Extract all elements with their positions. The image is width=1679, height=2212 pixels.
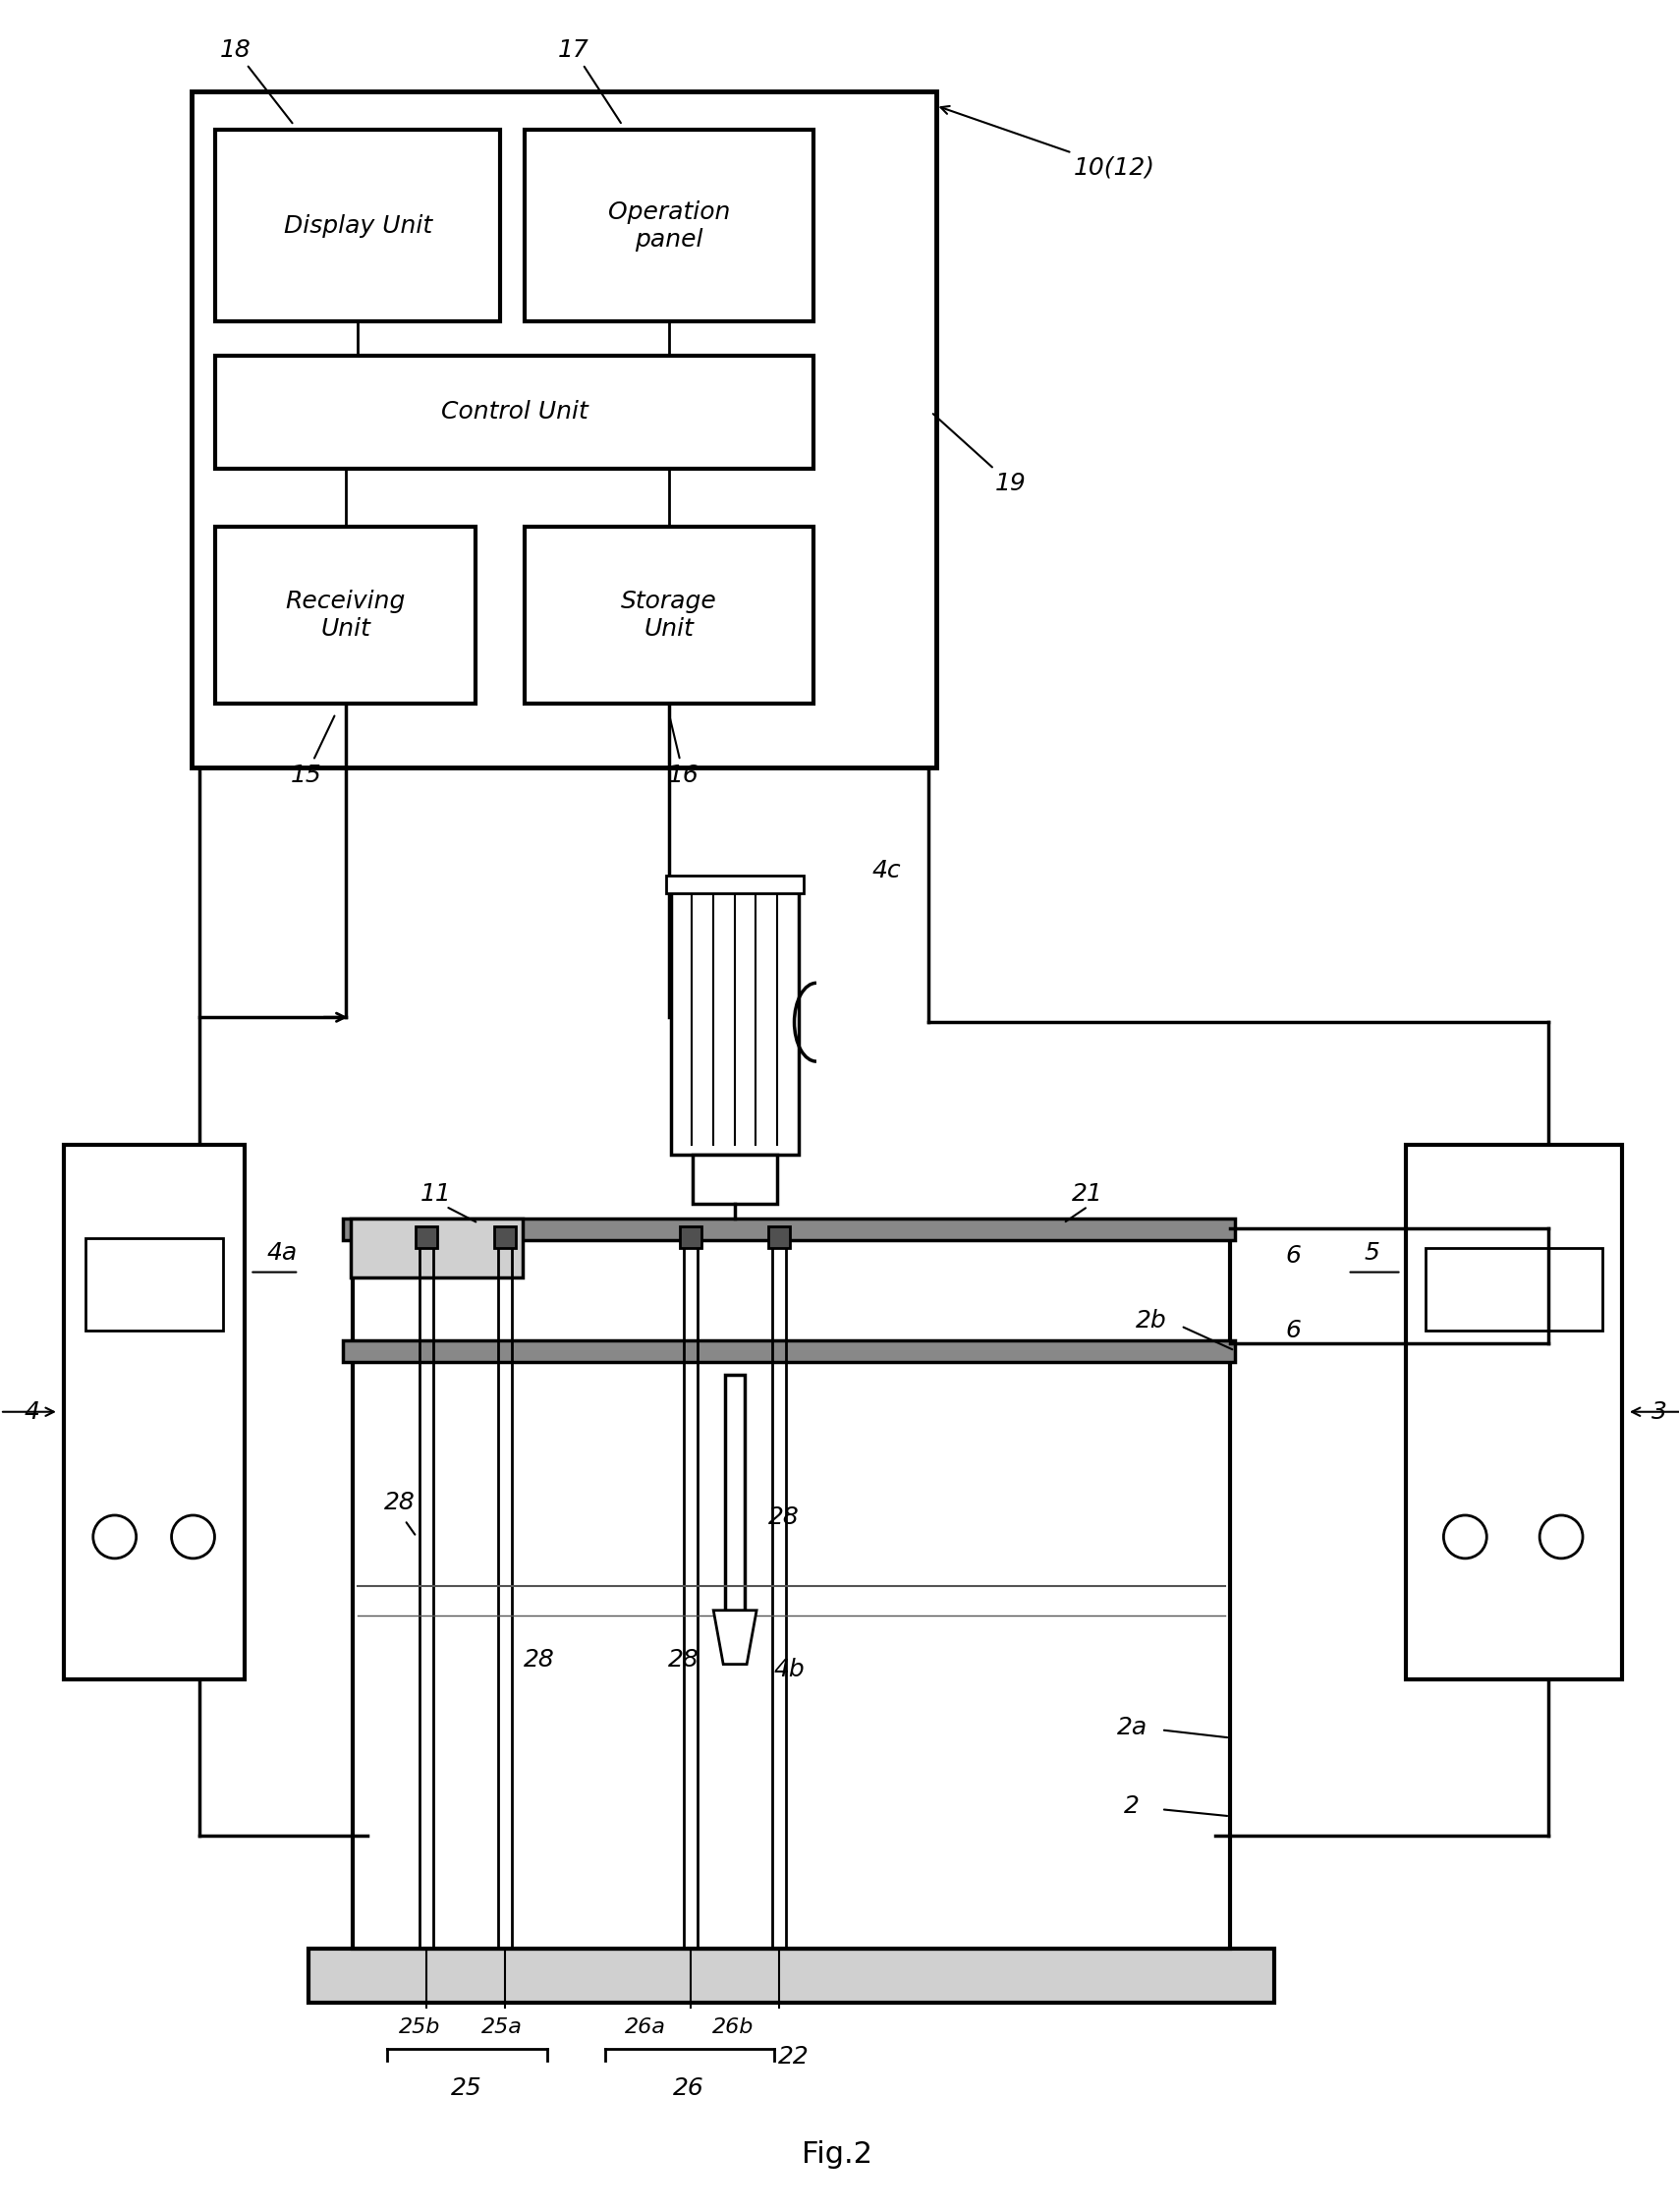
Text: Fig.2: Fig.2: [801, 2141, 873, 2168]
Bar: [215, 526, 475, 703]
Text: 25: 25: [452, 2075, 482, 2099]
Bar: [191, 91, 935, 768]
Text: 15: 15: [290, 717, 334, 787]
Text: 21: 21: [1073, 1181, 1103, 1206]
Text: 28: 28: [384, 1491, 415, 1515]
Text: 16: 16: [668, 717, 698, 787]
Text: 4b: 4b: [774, 1657, 804, 1681]
Polygon shape: [714, 1610, 757, 1663]
Text: Operation
panel: Operation panel: [608, 201, 730, 252]
Bar: [309, 1949, 1274, 2002]
Text: Receiving
Unit: Receiving Unit: [285, 591, 406, 641]
Text: 5: 5: [1365, 1241, 1380, 1265]
Text: 3: 3: [1652, 1400, 1667, 1425]
Text: Display Unit: Display Unit: [284, 215, 432, 237]
Text: 28: 28: [769, 1506, 799, 1528]
Text: 4: 4: [25, 1400, 40, 1425]
Text: Storage
Unit: Storage Unit: [621, 591, 717, 641]
Text: 28: 28: [524, 1648, 554, 1670]
Text: 26b: 26b: [712, 2017, 754, 2037]
Bar: [672, 889, 799, 1155]
Text: 22: 22: [779, 2044, 809, 2068]
Text: 25a: 25a: [482, 2017, 522, 2037]
Bar: [353, 1228, 1231, 1949]
Bar: [667, 876, 804, 894]
Bar: [215, 356, 813, 469]
Text: 4c: 4c: [873, 858, 902, 883]
Bar: [1407, 1146, 1622, 1679]
Text: Control Unit: Control Unit: [442, 400, 588, 425]
Text: 6: 6: [1286, 1243, 1301, 1267]
Text: 11: 11: [420, 1181, 452, 1206]
Bar: [693, 1155, 777, 1203]
Bar: [343, 1340, 1234, 1363]
Text: 18: 18: [220, 38, 292, 124]
Bar: [86, 1239, 223, 1332]
Bar: [680, 1225, 702, 1248]
Bar: [215, 131, 500, 321]
Text: 2b: 2b: [1137, 1310, 1167, 1334]
Bar: [64, 1146, 245, 1679]
Text: 19: 19: [934, 414, 1026, 495]
Text: 26: 26: [673, 2075, 705, 2099]
Bar: [524, 526, 813, 703]
Bar: [494, 1225, 515, 1248]
Bar: [725, 1376, 745, 1610]
Text: 10(12): 10(12): [940, 106, 1155, 179]
Text: 26a: 26a: [625, 2017, 665, 2037]
Text: 2a: 2a: [1117, 1717, 1147, 1741]
Text: 17: 17: [557, 38, 621, 124]
Bar: [343, 1219, 1234, 1239]
Bar: [769, 1225, 789, 1248]
Text: 4a: 4a: [267, 1241, 297, 1265]
Bar: [351, 1219, 522, 1276]
Bar: [1425, 1248, 1602, 1332]
Text: 25b: 25b: [398, 2017, 440, 2037]
Text: 6: 6: [1286, 1318, 1301, 1343]
Text: 2: 2: [1125, 1794, 1140, 1818]
Bar: [415, 1225, 437, 1248]
Bar: [524, 131, 813, 321]
Text: 28: 28: [668, 1648, 698, 1670]
